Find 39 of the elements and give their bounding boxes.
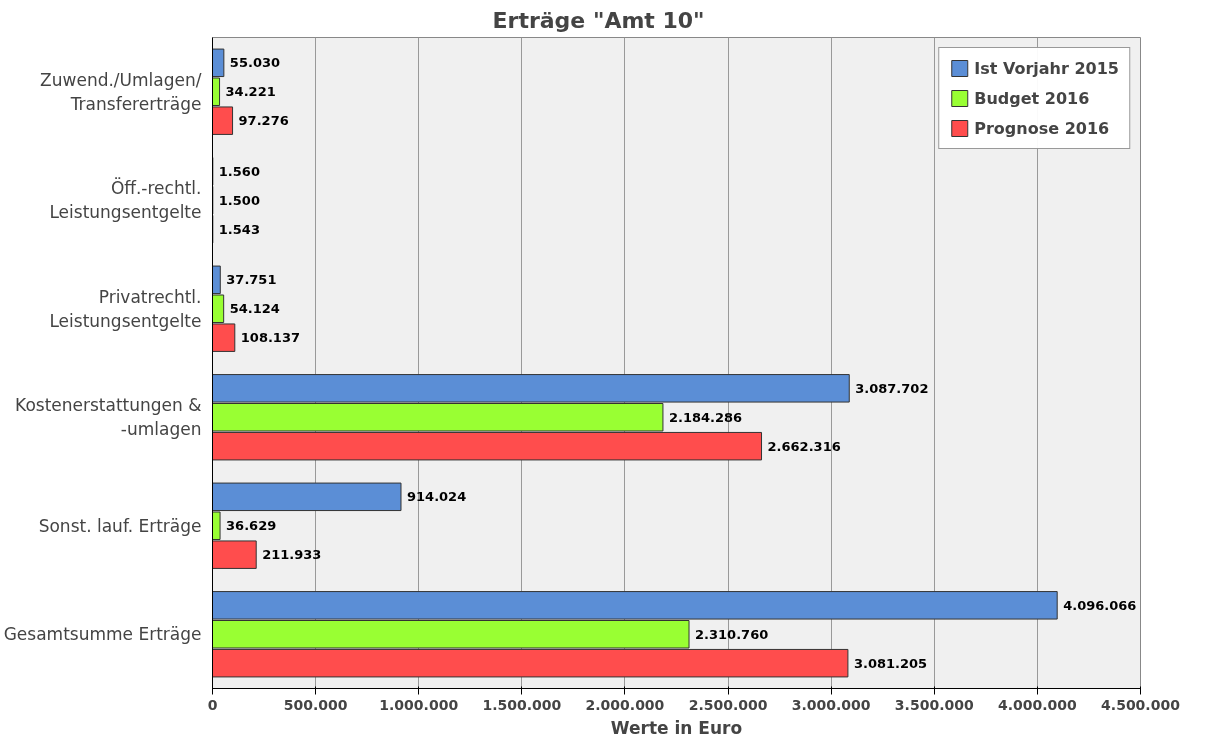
data-label: 2.184.286 [668, 409, 743, 425]
y-tick-label: Kostenerstattungen & -umlagen [15, 395, 202, 440]
y-tick-label: Gesamtsumme Erträge [3, 624, 202, 645]
data-label: 1.543 [218, 221, 260, 237]
data-label: 2.310.760 [695, 626, 769, 642]
x-tick-label: 0 [207, 696, 218, 713]
data-label: 1.560 [218, 163, 260, 179]
data-label: 4.096.066 [1063, 597, 1137, 613]
data-label: 3.087.702 [855, 380, 929, 396]
x-tick-label: 500.000 [283, 696, 348, 713]
data-label: 37.751 [226, 272, 277, 288]
x-tick-label: 3.000.000 [791, 696, 871, 713]
x-tick-label: 4.000.000 [997, 696, 1078, 713]
y-tick-label: Zuwend./Umlagen/ Transfererträge [40, 69, 202, 114]
x-tick-label: 1.500.000 [482, 696, 562, 713]
data-label: 2.662.316 [767, 438, 841, 454]
x-tick-label: 4.500.000 [1101, 696, 1181, 713]
legend-label: Ist Vorjahr 2015 [974, 58, 1119, 78]
y-tick-label: Öff.-rechtl. Leistungsentgelte [49, 177, 202, 223]
chart-title: Erträge "Amt 10" [492, 7, 705, 33]
data-label: 34.221 [225, 84, 276, 100]
x-tick-label: 2.000.000 [585, 696, 665, 713]
data-label: 211.933 [262, 547, 322, 563]
legend-label: Prognose 2016 [974, 118, 1110, 138]
x-tick-label: 2.500.000 [688, 696, 768, 713]
data-label: 54.124 [229, 301, 280, 317]
data-label: 97.276 [238, 113, 289, 129]
y-tick-label: Privatrechtl. Leistungsentgelte [49, 286, 202, 331]
y-tick-label: Sonst. lauf. Erträge [38, 515, 202, 536]
data-label: 55.030 [229, 55, 281, 71]
x-tick-label: 1.000.000 [379, 696, 459, 713]
x-tick-label: 3.500.000 [894, 696, 974, 713]
data-label: 1.500 [218, 192, 260, 208]
legend-label: Budget 2016 [974, 88, 1090, 108]
data-label: 3.081.205 [853, 655, 928, 671]
data-label: 914.024 [406, 489, 467, 505]
data-label: 108.137 [240, 330, 301, 346]
data-label: 36.629 [226, 518, 277, 534]
x-axis-title: Werte in Euro [610, 717, 743, 738]
